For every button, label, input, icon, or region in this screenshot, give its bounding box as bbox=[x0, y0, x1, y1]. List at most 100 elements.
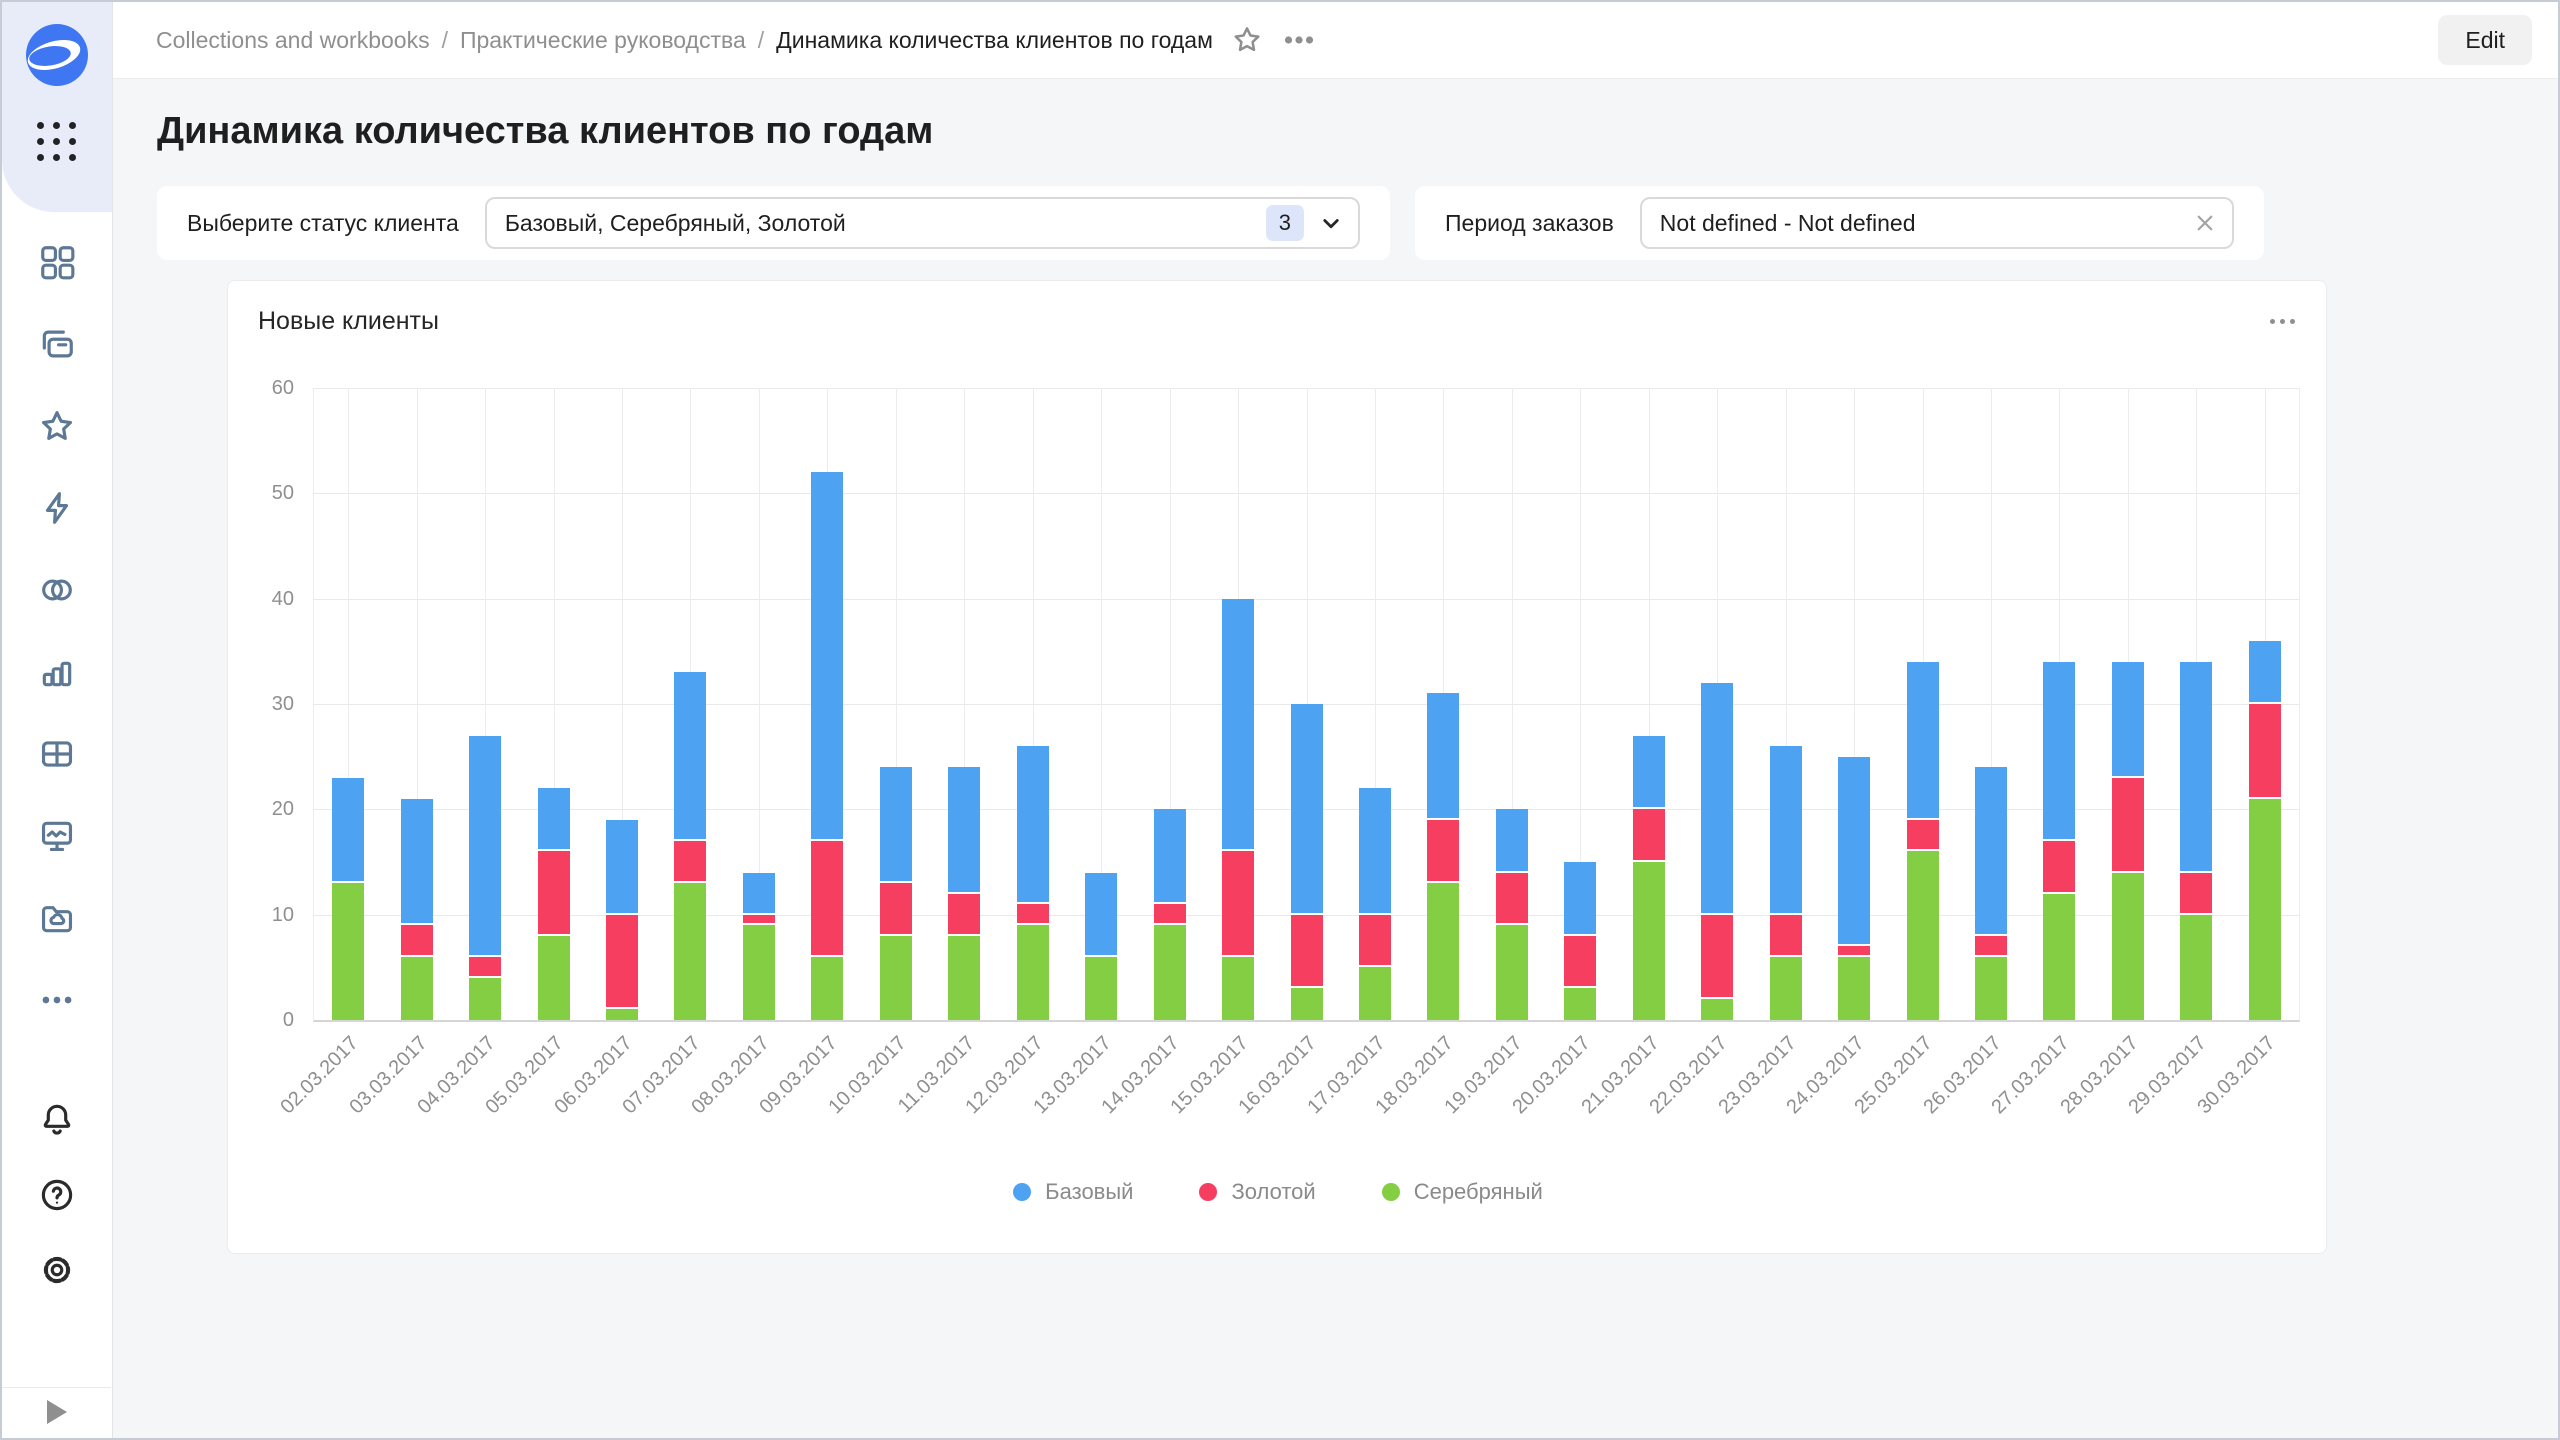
bar-segment-Золотой bbox=[1358, 914, 1391, 968]
chart-legend: Базовый Золотой Серебряный bbox=[228, 1179, 2328, 1205]
bar-segment-Базовый bbox=[1222, 598, 1255, 852]
bar-segment-Золотой bbox=[2043, 840, 2076, 894]
legend-label: Серебряный bbox=[1413, 1179, 1543, 1204]
bar-segment-Золотой bbox=[1290, 914, 1323, 989]
gridline-vertical bbox=[1306, 388, 1308, 1020]
bar-segment-Золотой bbox=[2111, 777, 2144, 873]
y-axis: 60 50 40 30 20 10 0 bbox=[228, 377, 302, 1048]
editor-lightning-icon[interactable] bbox=[38, 489, 76, 527]
apps-grid-icon[interactable] bbox=[37, 122, 77, 162]
edit-button[interactable]: Edit bbox=[2438, 15, 2532, 65]
bar-segment-Серебряный bbox=[606, 1009, 639, 1020]
breadcrumb-item-current: Динамика количества клиентов по годам bbox=[776, 26, 1213, 53]
gridline-vertical bbox=[1101, 388, 1103, 1020]
bar-segment-Золотой bbox=[1564, 935, 1597, 989]
stacked-bar bbox=[1838, 388, 1871, 1020]
bar-segment-Базовый bbox=[1427, 693, 1460, 820]
status-select[interactable]: Базовый, Серебряный, Золотой 3 bbox=[484, 197, 1360, 249]
bar-segment-Золотой bbox=[2180, 872, 2213, 915]
chart-menu-ellipsis-icon[interactable] bbox=[2264, 303, 2300, 339]
bar-segment-Базовый bbox=[469, 735, 502, 957]
stacked-bar bbox=[811, 388, 844, 1020]
bar-segment-Золотой bbox=[742, 914, 775, 926]
help-icon[interactable] bbox=[38, 1176, 76, 1214]
clear-x-icon[interactable] bbox=[2190, 208, 2220, 238]
favorites-star-icon[interactable] bbox=[38, 407, 76, 445]
y-axis-label: 30 bbox=[271, 693, 294, 715]
bar-segment-Серебряный bbox=[2111, 872, 2144, 1020]
legend-marker bbox=[1381, 1183, 1400, 1201]
bar-segment-Базовый bbox=[1838, 756, 1871, 947]
bar-segment-Золотой bbox=[1427, 819, 1460, 884]
stacked-bar bbox=[1222, 388, 1255, 1020]
period-input[interactable]: Not defined - Not defined bbox=[1639, 197, 2234, 249]
stacked-bar bbox=[1427, 388, 1460, 1020]
settings-gear-icon[interactable] bbox=[38, 1251, 76, 1289]
gridline-vertical bbox=[1511, 388, 1513, 1020]
breadcrumb-item-collections[interactable]: Collections and workbooks bbox=[156, 26, 430, 53]
stacked-bar bbox=[2111, 388, 2144, 1020]
stacked-bar bbox=[1085, 388, 1118, 1020]
monitoring-icon[interactable] bbox=[38, 817, 76, 855]
bar-segment-Серебряный bbox=[400, 956, 433, 1020]
bar-segment-Золотой bbox=[1769, 914, 1802, 957]
bar-segment-Серебряный bbox=[1974, 956, 2007, 1020]
stacked-bar bbox=[1769, 388, 1802, 1020]
more-ellipsis-icon[interactable] bbox=[38, 981, 76, 1019]
bar-segment-Базовый bbox=[1769, 746, 1802, 915]
bar-segment-Золотой bbox=[1838, 946, 1871, 957]
y-axis-label: 10 bbox=[271, 903, 294, 926]
bar-segment-Базовый bbox=[879, 767, 912, 884]
bar-segment-Серебряный bbox=[1495, 925, 1528, 1020]
bar-segment-Серебряный bbox=[1427, 883, 1460, 1020]
bar-segment-Золотой bbox=[1906, 819, 1939, 852]
status-filter-label: Выберите статус клиента bbox=[187, 209, 459, 236]
main-content: Динамика количества клиентов по годам Вы… bbox=[112, 78, 2558, 1438]
sidebar-expand-icon[interactable] bbox=[47, 1400, 67, 1424]
bar-segment-Серебряный bbox=[2043, 893, 2076, 1020]
bar-segment-Серебряный bbox=[811, 956, 844, 1020]
bar-segment-Серебряный bbox=[1838, 956, 1871, 1020]
stacked-bar bbox=[1701, 388, 1734, 1020]
storage-folder-cloud-icon[interactable] bbox=[38, 899, 76, 937]
favorite-star-icon[interactable] bbox=[1229, 22, 1265, 58]
legend-item-Базовый[interactable]: Базовый bbox=[1013, 1179, 1133, 1205]
y-axis-label: 20 bbox=[271, 798, 294, 821]
stacked-bar bbox=[948, 388, 981, 1020]
legend-label: Золотой bbox=[1231, 1179, 1316, 1204]
datasets-table-icon[interactable] bbox=[38, 735, 76, 773]
breadcrumb-item-guides[interactable]: Практические руководства bbox=[459, 26, 746, 53]
bar-segment-Серебряный bbox=[1906, 851, 1939, 1020]
status-filter-card: Выберите статус клиента Базовый, Серебря… bbox=[157, 186, 1390, 260]
legend-item-Золотой[interactable]: Золотой bbox=[1199, 1179, 1316, 1205]
bar-segment-Серебряный bbox=[879, 935, 912, 1020]
bar-segment-Серебряный bbox=[1222, 956, 1255, 1020]
y-axis-label: 40 bbox=[271, 587, 294, 610]
bar-segment-Золотой bbox=[1222, 851, 1255, 957]
bar-segment-Базовый bbox=[1085, 872, 1118, 957]
gridline-vertical bbox=[964, 388, 966, 1020]
entry-menu-ellipsis-icon[interactable] bbox=[1281, 22, 1317, 58]
bar-segment-Базовый bbox=[2180, 661, 2213, 873]
bar-segment-Базовый bbox=[2248, 640, 2281, 704]
connections-icon[interactable] bbox=[38, 571, 76, 609]
stacked-bar bbox=[1906, 388, 1939, 1020]
bar-segment-Золотой bbox=[948, 893, 981, 936]
gridline-vertical bbox=[1374, 388, 1376, 1020]
legend-item-Серебряный[interactable]: Серебряный bbox=[1381, 1179, 1543, 1205]
bar-segment-Серебряный bbox=[1085, 956, 1118, 1020]
charts-icon[interactable] bbox=[38, 653, 76, 691]
bar-segment-Золотой bbox=[1974, 935, 2007, 957]
stacked-bar bbox=[1290, 388, 1323, 1020]
bar-segment-Базовый bbox=[1906, 661, 1939, 820]
gridline-vertical bbox=[1169, 388, 1171, 1020]
workbooks-icon[interactable] bbox=[38, 325, 76, 363]
status-count-badge: 3 bbox=[1265, 205, 1304, 241]
bar-segment-Серебряный bbox=[1016, 925, 1049, 1020]
bar-segment-Базовый bbox=[811, 472, 844, 841]
bar-segment-Базовый bbox=[400, 798, 433, 926]
bar-segment-Базовый bbox=[332, 777, 365, 884]
datalens-logo-icon[interactable] bbox=[26, 24, 88, 86]
notifications-bell-icon[interactable] bbox=[38, 1100, 76, 1138]
widgets-icon[interactable] bbox=[38, 243, 76, 281]
